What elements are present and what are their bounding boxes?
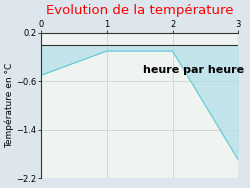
Title: Evolution de la température: Evolution de la température — [46, 4, 233, 17]
Text: heure par heure: heure par heure — [143, 65, 244, 75]
Y-axis label: Température en °C: Température en °C — [4, 63, 14, 148]
